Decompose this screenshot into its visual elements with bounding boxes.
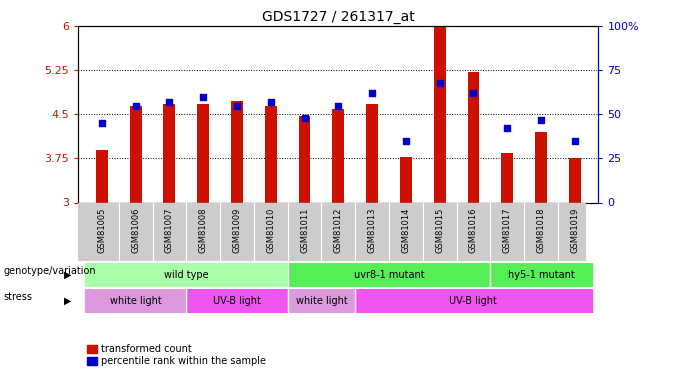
Bar	[288, 289, 355, 313]
Point	[569, 138, 580, 144]
Text: GSM81012: GSM81012	[334, 207, 343, 252]
Text: GSM81008: GSM81008	[199, 207, 207, 253]
Point	[367, 90, 377, 96]
Point	[265, 99, 276, 105]
Text: GSM81016: GSM81016	[469, 207, 478, 253]
Text: GSM81009: GSM81009	[233, 207, 241, 252]
Text: GSM81014: GSM81014	[401, 207, 410, 252]
Bar	[490, 262, 592, 287]
Bar	[130, 106, 141, 202]
Title: GDS1727 / 261317_at: GDS1727 / 261317_at	[262, 10, 415, 24]
Bar	[163, 104, 175, 202]
Bar	[85, 289, 186, 313]
Bar	[197, 104, 209, 202]
Text: GSM81005: GSM81005	[97, 207, 106, 252]
Text: white light: white light	[109, 296, 161, 306]
Point	[401, 138, 411, 144]
Bar	[186, 289, 288, 313]
Bar	[96, 150, 107, 202]
Point	[468, 90, 479, 96]
Text: GSM81006: GSM81006	[131, 207, 140, 253]
Point	[435, 80, 445, 86]
Point	[164, 99, 175, 105]
Text: ▶: ▶	[64, 296, 71, 306]
Text: GSM81013: GSM81013	[368, 207, 377, 253]
Text: UV-B light: UV-B light	[213, 296, 261, 306]
Bar	[85, 262, 288, 287]
Point	[198, 94, 209, 100]
Text: GSM81015: GSM81015	[435, 207, 444, 252]
Bar	[569, 158, 581, 203]
Text: genotype/variation: genotype/variation	[3, 266, 96, 276]
Text: GSM81017: GSM81017	[503, 207, 511, 253]
Text: uvr8-1 mutant: uvr8-1 mutant	[354, 270, 424, 280]
Point	[536, 117, 547, 123]
Bar	[265, 106, 277, 202]
Text: GSM81010: GSM81010	[267, 207, 275, 252]
Text: GSM81011: GSM81011	[300, 207, 309, 252]
Point	[130, 102, 141, 109]
Bar	[468, 72, 479, 202]
Bar	[333, 108, 344, 202]
Legend: transformed count, percentile rank within the sample: transformed count, percentile rank withi…	[83, 340, 269, 370]
Point	[231, 102, 242, 109]
Bar	[299, 116, 311, 202]
Point	[299, 115, 310, 121]
Text: wild type: wild type	[164, 270, 209, 280]
Text: ▶: ▶	[64, 270, 71, 280]
Bar	[501, 153, 513, 203]
Text: white light: white light	[296, 296, 347, 306]
Text: GSM81007: GSM81007	[165, 207, 174, 253]
Point	[502, 126, 513, 132]
Bar	[366, 104, 378, 202]
Point	[333, 102, 343, 109]
Text: stress: stress	[3, 292, 33, 302]
Bar	[400, 157, 412, 203]
Text: UV-B light: UV-B light	[449, 296, 497, 306]
Bar	[535, 132, 547, 202]
Bar	[355, 289, 592, 313]
Bar	[231, 102, 243, 202]
Text: hy5-1 mutant: hy5-1 mutant	[507, 270, 575, 280]
Bar	[288, 262, 490, 287]
Point	[97, 120, 107, 126]
Bar	[434, 26, 445, 202]
Text: GSM81018: GSM81018	[537, 207, 545, 253]
Text: GSM81019: GSM81019	[571, 207, 579, 252]
